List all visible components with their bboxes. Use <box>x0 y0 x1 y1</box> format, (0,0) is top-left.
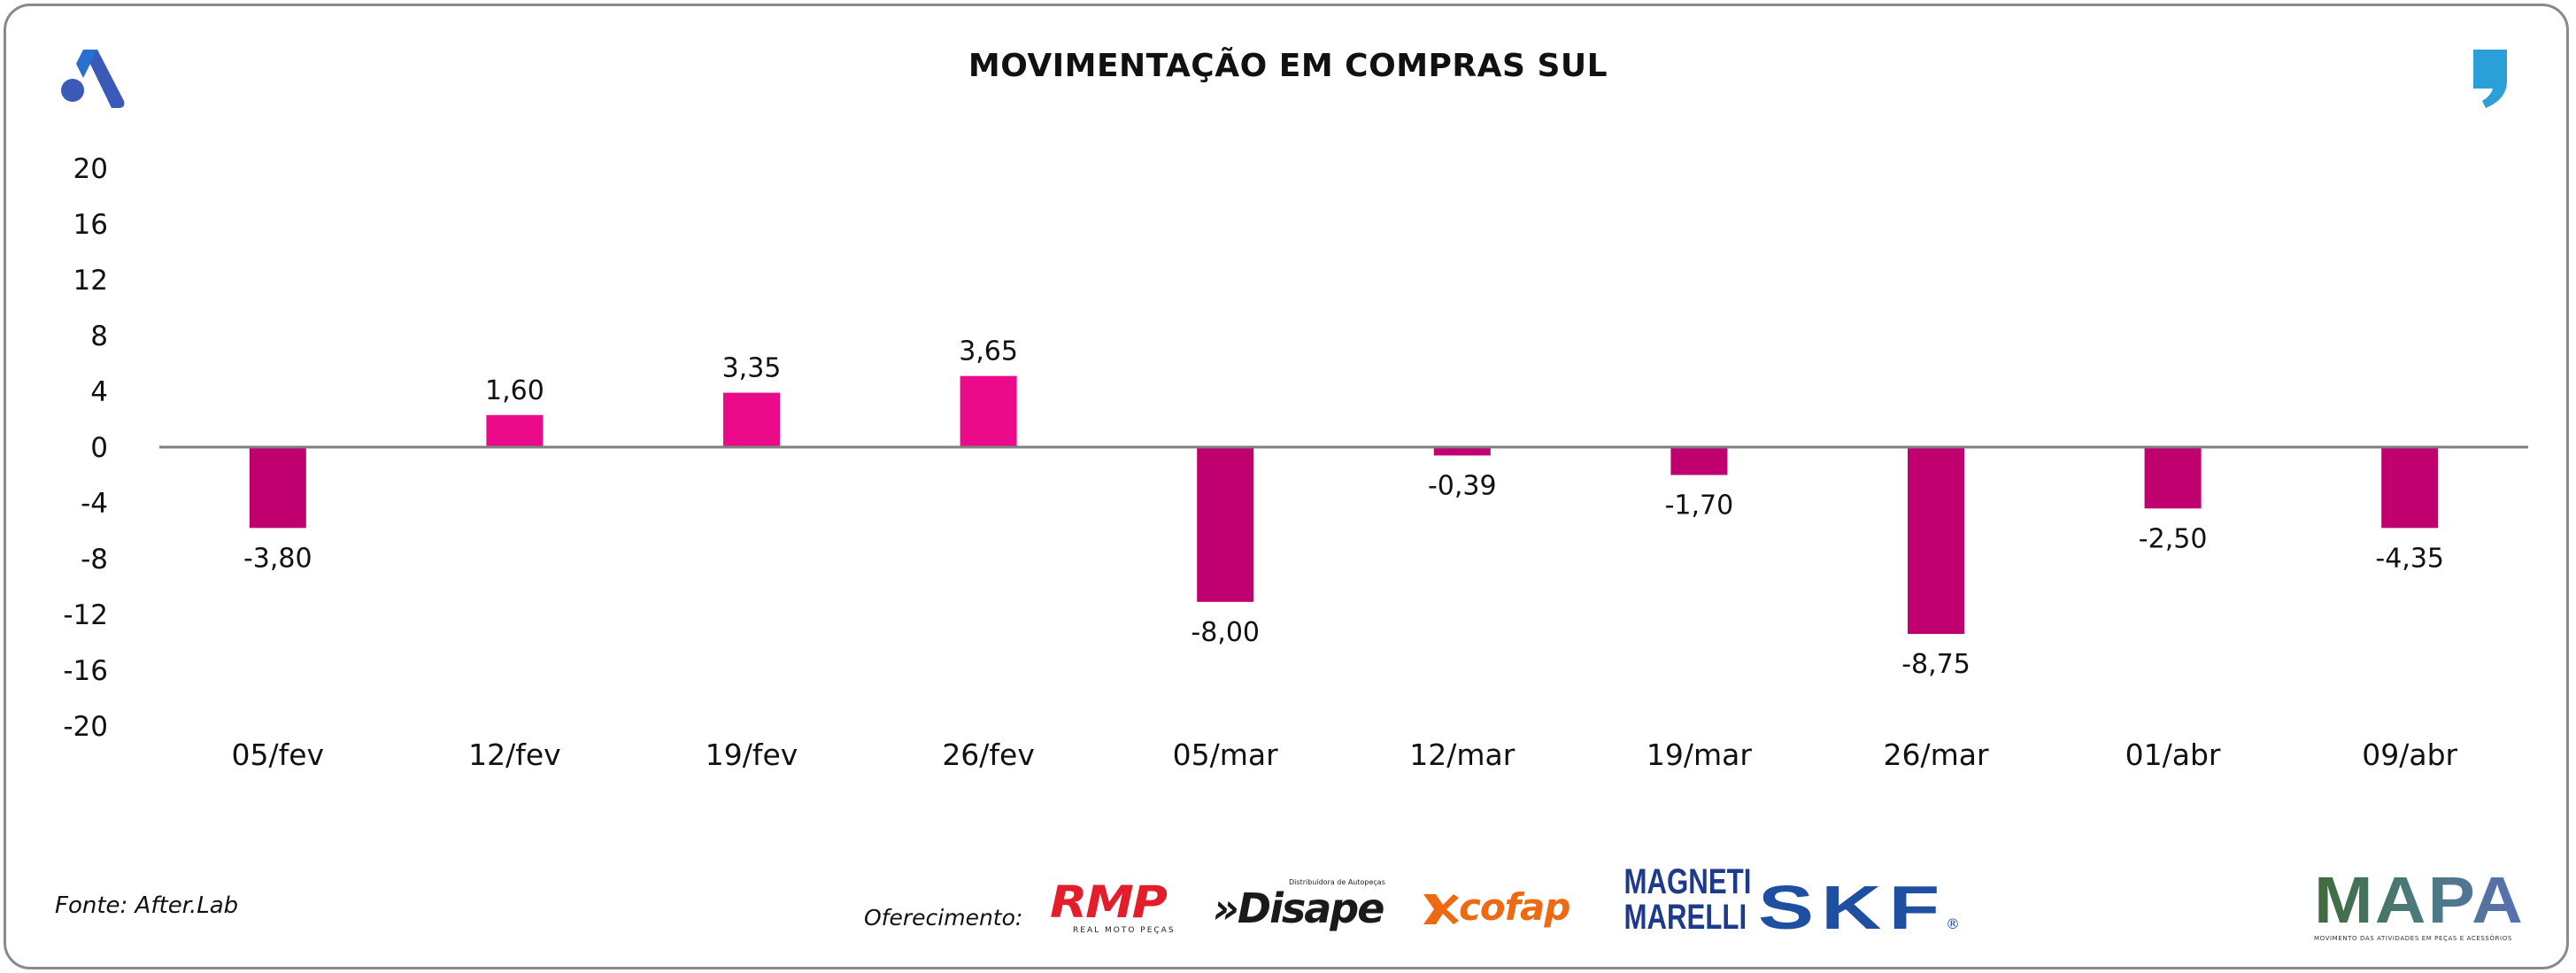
x-category-label: 26/fev <box>942 737 1035 772</box>
y-tick-label: 4 <box>90 376 108 408</box>
data-label: 3,65 <box>959 336 1018 367</box>
skf-logo-text: SKF <box>1758 873 1947 942</box>
y-tick-label: -8 <box>81 544 108 575</box>
x-category-label: 05/mar <box>1173 737 1278 772</box>
x-category-label: 19/fev <box>706 737 798 772</box>
data-label: 3,35 <box>722 353 782 384</box>
y-tick-label: 8 <box>90 320 108 352</box>
mapa-logo-subtitle: MOVIMENTO DAS ATIVIDADES EM PEÇAS E ACES… <box>2314 935 2512 942</box>
mapa-logo: MAPA MOVIMENTO DAS ATIVIDADES EM PEÇAS E… <box>2314 868 2523 943</box>
disape-logo: Distribuidora de Autopeças »Disape <box>1213 878 1390 940</box>
bar-26-mar <box>1908 447 1964 635</box>
cofap-x-icon <box>1423 894 1459 924</box>
x-category-label: 12/fev <box>468 737 561 772</box>
x-category-label: 19/mar <box>1647 737 1752 772</box>
y-tick-label: 0 <box>90 432 108 464</box>
bar-12-mar <box>1433 447 1491 456</box>
bar-01-abr <box>2144 447 2202 509</box>
data-label: -2,50 <box>2139 523 2208 554</box>
bar-12-fev <box>486 414 544 447</box>
disape-logo-text: »Disape <box>1213 884 1384 932</box>
bar-19-fev <box>723 392 780 447</box>
y-tick-label: -12 <box>63 599 108 631</box>
data-label: -8,00 <box>1191 617 1260 648</box>
disape-logo-subtitle: Distribuidora de Autopeças <box>1289 878 1385 886</box>
x-category-label: 12/mar <box>1409 737 1515 772</box>
sponsor-label: Oferecimento: <box>864 905 1023 931</box>
y-tick-label: 12 <box>73 265 108 297</box>
rmp-logo-subtitle: REAL MOTO PEÇAS <box>1073 926 1176 935</box>
bar-05-mar <box>1197 447 1254 602</box>
skf-logo: SKF ® <box>1758 876 1965 938</box>
mapa-logo-text: MAPA <box>2314 868 2534 933</box>
y-tick-label: 20 <box>73 153 108 185</box>
data-label: -8,75 <box>1901 649 1971 680</box>
cofap-logo: cofap <box>1420 885 1597 931</box>
data-label: -0,39 <box>1428 470 1497 501</box>
rmp-logo-text: RMP <box>1050 876 1168 928</box>
rmp-logo: RMP REAL MOTO PEÇAS <box>1050 880 1188 942</box>
cofap-logo-text: cofap <box>1459 885 1570 929</box>
chart-title: MOVIMENTAÇÃO EM COMPRAS SUL <box>968 48 1608 84</box>
y-tick-label: -16 <box>63 655 108 687</box>
skf-registered-mark: ® <box>1946 915 1960 932</box>
bar-19-mar <box>1670 447 1728 475</box>
data-label: 1,60 <box>485 375 544 406</box>
bar-26-fev <box>960 375 1017 447</box>
magneti-marelli-logo: MAGNETI MARELLI <box>1609 862 1752 937</box>
y-tick-label: 16 <box>73 209 108 241</box>
bar-05-fev <box>249 447 306 529</box>
data-label: -1,70 <box>1665 490 1734 521</box>
x-category-label: 09/abr <box>2362 737 2457 772</box>
magneti-logo-line2: MARELLI <box>1623 898 1747 937</box>
card-frame <box>4 4 2569 969</box>
bar-09-abr <box>2381 447 2439 529</box>
x-category-label: 26/mar <box>1883 737 1988 772</box>
y-tick-label: -4 <box>81 488 108 520</box>
brand-a-icon <box>61 50 125 108</box>
data-label: -4,35 <box>2375 543 2444 574</box>
source-note: Fonte: After.Lab <box>55 892 239 919</box>
data-label: -3,80 <box>243 543 312 574</box>
bar-chart: 20 16 12 8 4 0 -4 -8 -12 -16 -20 -3,80 1,60 3,35 3,65… <box>63 153 2528 772</box>
x-category-label: 01/abr <box>2125 737 2221 772</box>
magneti-logo-line1: MAGNETI <box>1623 862 1752 901</box>
x-category-label: 05/fev <box>232 737 325 772</box>
quote-mark-icon <box>2473 50 2507 108</box>
y-tick-label: -20 <box>63 711 108 743</box>
